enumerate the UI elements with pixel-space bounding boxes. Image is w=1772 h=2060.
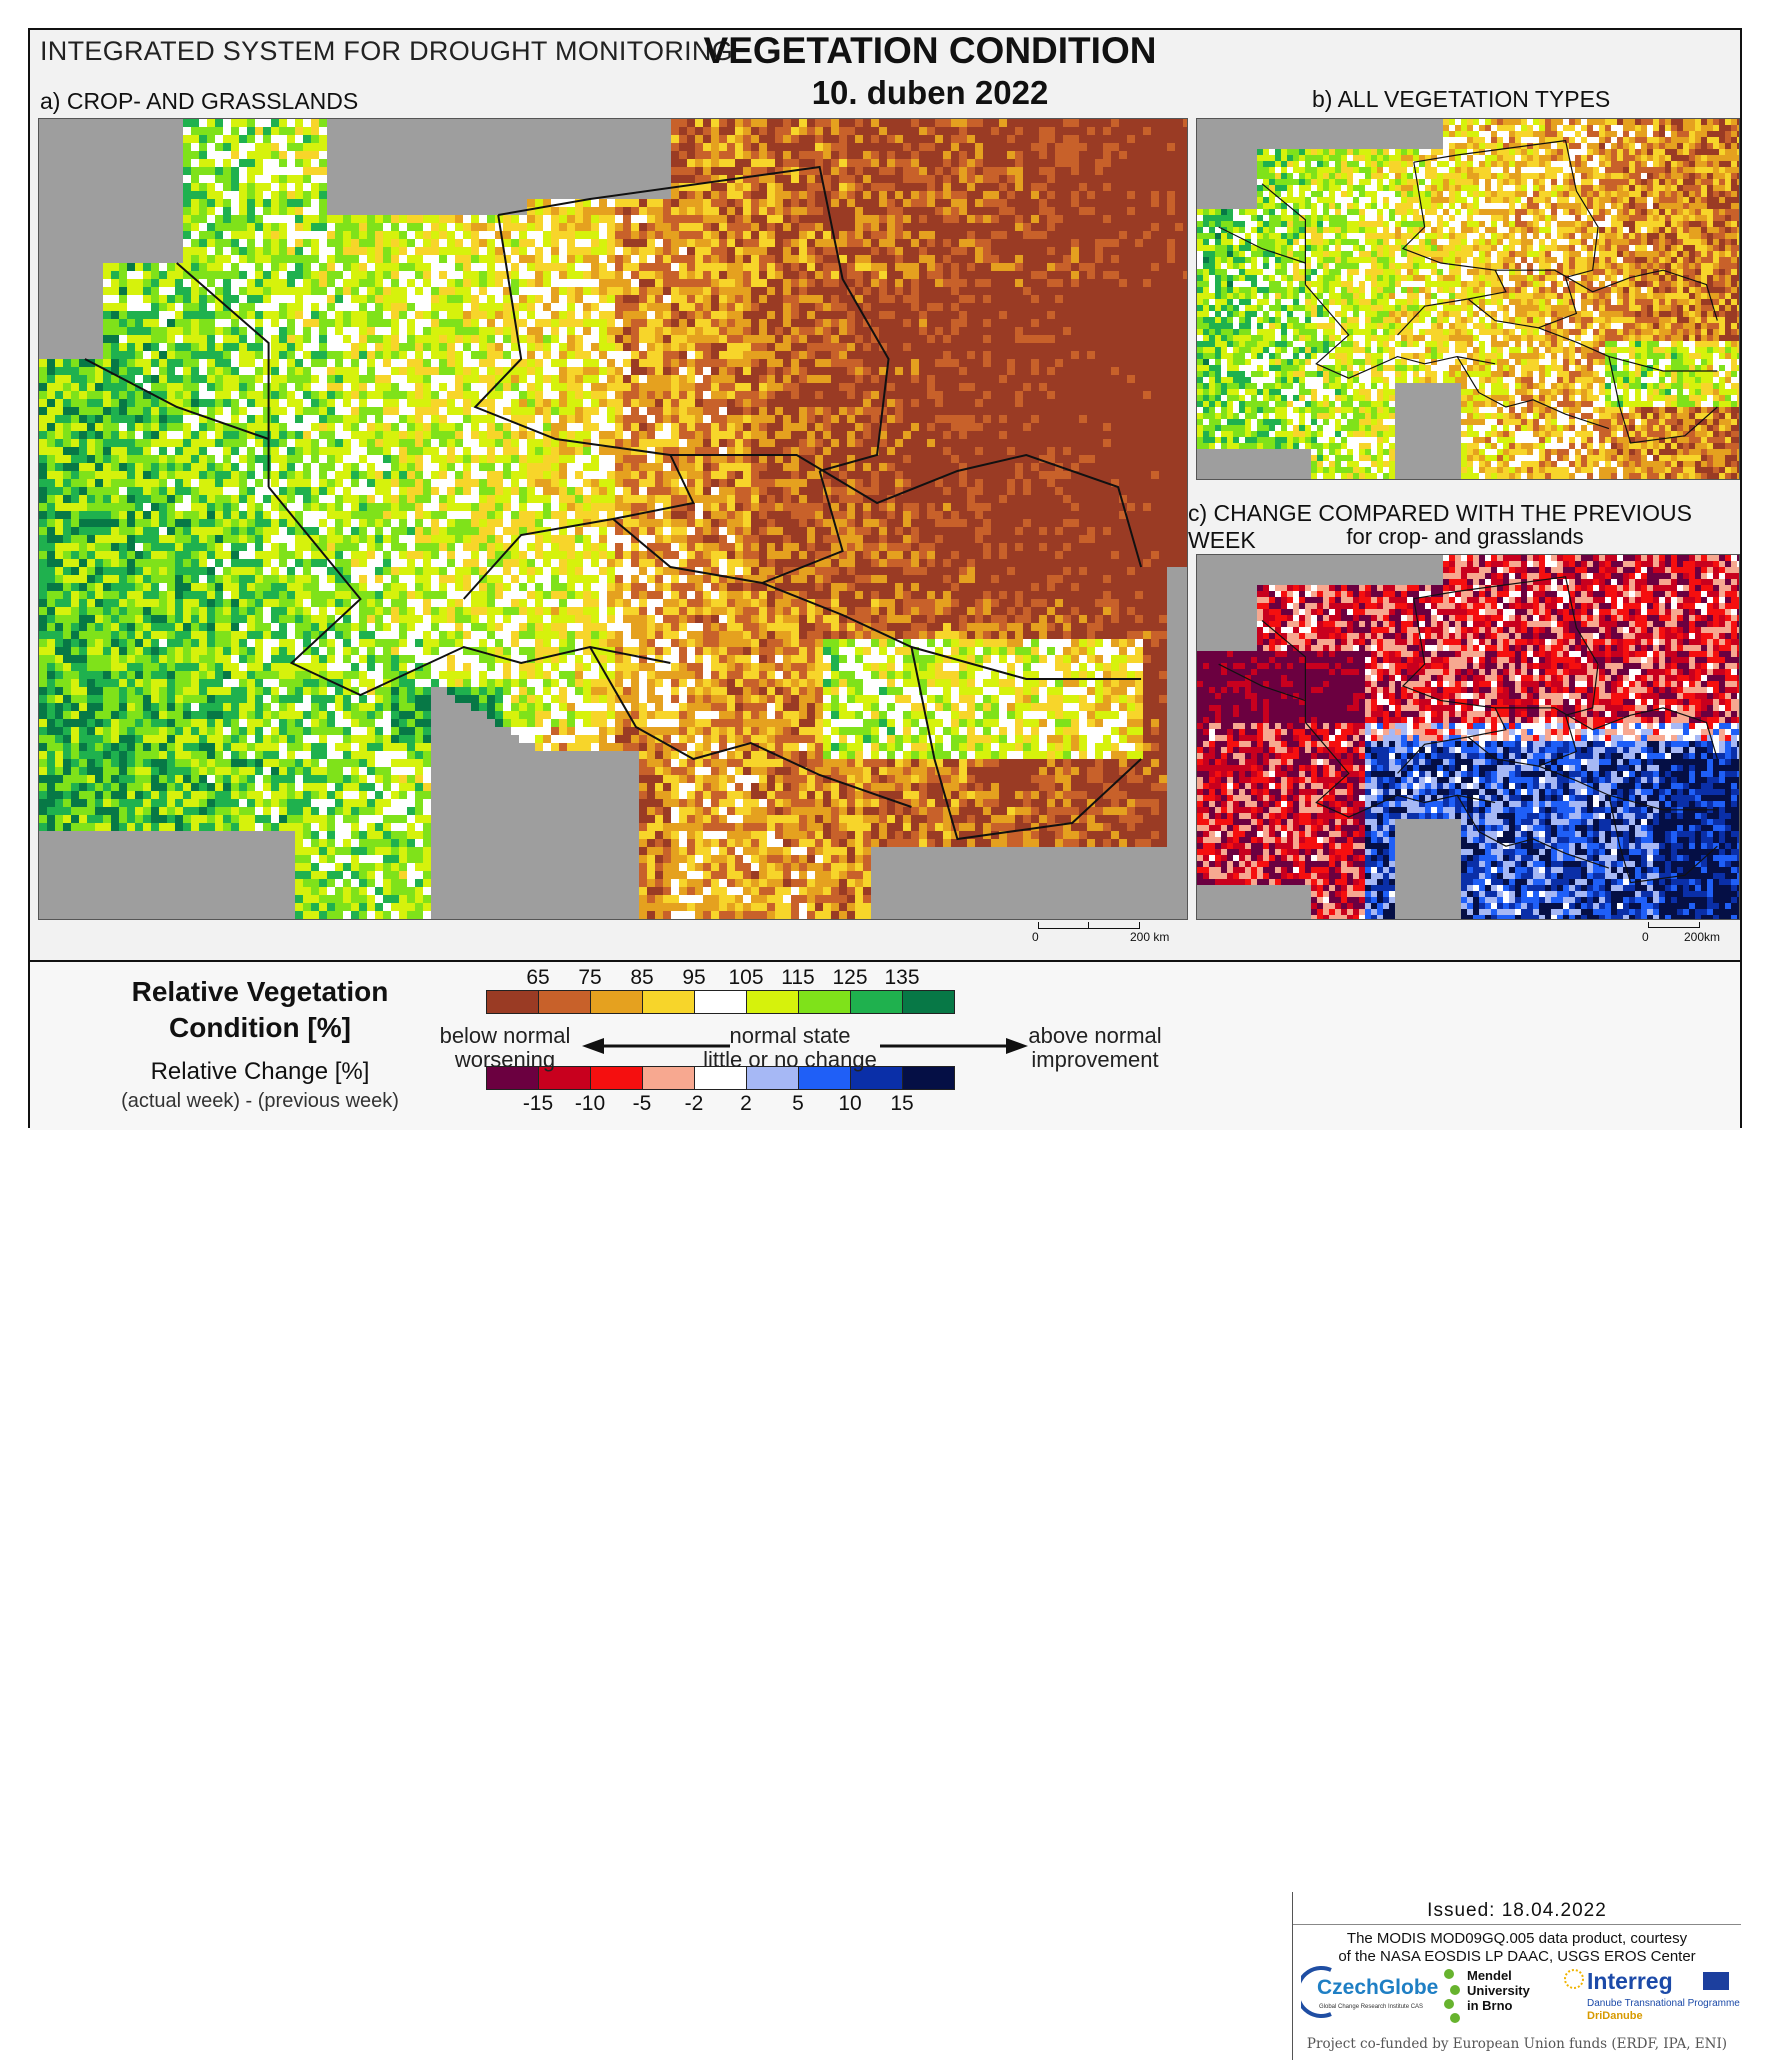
rc-title: Relative Change [%] [110, 1058, 410, 1086]
panel-c-sublabel: for crop- and grasslands [1220, 524, 1710, 550]
scalebar-c-end: 200km [1684, 930, 1720, 944]
rc-tick-0: -15 [508, 1092, 568, 1116]
rvc-title-line2: Condition [%] [110, 1012, 410, 1044]
mendel-name: Mendel University in Brno [1467, 1968, 1530, 2013]
rvc-tick-7: 135 [872, 966, 932, 990]
funding-note: Project co-funded by European Union fund… [1293, 2036, 1741, 2052]
map-c-canvas [1197, 555, 1739, 919]
scalebar-c-start: 0 [1642, 930, 1649, 944]
rc-tick-4: 2 [716, 1092, 776, 1116]
rc-tick-7: 15 [872, 1092, 932, 1116]
czechglobe-logo: CzechGlobe Global Change Research Instit… [1301, 1964, 1451, 2020]
issued-date: Issued: 18.04.2022 [1293, 1900, 1741, 1922]
rc-tick-3: -2 [664, 1092, 724, 1116]
left-arrow-icon [582, 1038, 604, 1054]
rc-swatch-3 [642, 1066, 695, 1090]
mendel-dots-icon [1443, 1968, 1467, 2024]
system-name: INTEGRATED SYSTEM FOR DROUGHT MONITORING [40, 36, 733, 67]
page-title: VEGETATION CONDITION [680, 30, 1180, 72]
source-line1: The MODIS MOD09GQ.005 data product, cour… [1293, 1930, 1741, 1947]
map-date: 10. duben 2022 [680, 74, 1180, 112]
eu-flag-icon [1703, 1972, 1729, 1990]
rvc-title-line1: Relative Vegetation [110, 976, 410, 1008]
rvc-tick-4: 105 [716, 966, 776, 990]
rc-swatch-8 [902, 1066, 955, 1090]
rvc-tick-5: 115 [768, 966, 828, 990]
rvc-swatch-1 [538, 990, 591, 1014]
rc-tick-2: -5 [612, 1092, 672, 1116]
map-crop-grasslands [38, 118, 1188, 920]
rc-subtitle: (actual week) - (previous week) [100, 1090, 420, 1113]
rvc-tick-3: 95 [664, 966, 724, 990]
legend: Relative Vegetation Condition [%] Relati… [30, 960, 1740, 1130]
rc-tick-1: -10 [560, 1092, 620, 1116]
map-weekly-change [1196, 554, 1740, 920]
interreg-logo: Interreg Danube Transnational Programme … [1561, 1966, 1737, 2028]
source-line2: of the NASA EOSDIS LP DAAC, USGS EROS Ce… [1293, 1948, 1741, 1965]
rvc-swatch-3 [642, 990, 695, 1014]
rvc-tick-0: 65 [508, 966, 568, 990]
right-arrow-icon [1006, 1038, 1028, 1054]
map-a-canvas [39, 119, 1187, 919]
scalebar-a-start: 0 [1032, 930, 1039, 944]
interreg-star-icon [1561, 1968, 1587, 1990]
rvc-swatch-5 [746, 990, 799, 1014]
interreg-sub: Danube Transnational Programme [1587, 1998, 1740, 2009]
scalebar-a-end: 200 km [1130, 930, 1169, 944]
dridanube-name: DriDanube [1587, 2010, 1643, 2022]
rvc-swatch-0 [486, 990, 539, 1014]
rvc-swatch-4 [694, 990, 747, 1014]
credits-panel: Issued: 18.04.2022 The MODIS MOD09GQ.005… [1292, 1892, 1741, 2060]
rc-tick-6: 10 [820, 1092, 880, 1116]
figure-frame: INTEGRATED SYSTEM FOR DROUGHT MONITORING… [28, 28, 1742, 1128]
panel-b-label: b) ALL VEGETATION TYPES [1312, 86, 1610, 113]
rc-swatch-2 [590, 1066, 643, 1090]
above-normal-text: above normal improvement [1020, 1024, 1170, 1072]
map-all-vegetation [1196, 118, 1740, 480]
legend-arrows [580, 1032, 1030, 1062]
panel-a-label: a) CROP- AND GRASSLANDS [40, 88, 358, 115]
rvc-tick-2: 85 [612, 966, 672, 990]
rvc-swatch-8 [902, 990, 955, 1014]
rvc-swatch-6 [798, 990, 851, 1014]
credits-divider [1293, 1924, 1741, 1925]
interreg-name: Interreg [1587, 1968, 1673, 1995]
map-b-canvas [1197, 119, 1739, 479]
rvc-tick-1: 75 [560, 966, 620, 990]
rvc-swatch-7 [850, 990, 903, 1014]
rc-tick-5: 5 [768, 1092, 828, 1116]
rvc-tick-6: 125 [820, 966, 880, 990]
mendel-logo: Mendel University in Brno [1443, 1968, 1553, 2028]
rvc-swatch-2 [590, 990, 643, 1014]
czechglobe-name: CzechGlobe [1317, 1976, 1438, 2000]
below-normal-text: below normal worsening [430, 1024, 580, 1072]
czechglobe-sub: Global Change Research Institute CAS [1319, 2004, 1423, 2010]
